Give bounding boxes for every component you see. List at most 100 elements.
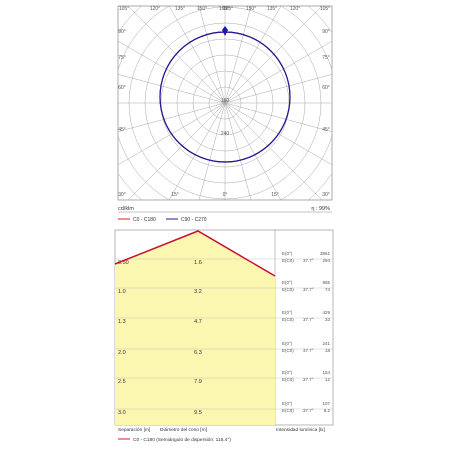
angle-label-top: 120°: [290, 6, 300, 12]
angle-label-top: 120°: [150, 6, 160, 12]
e0-label: E(0°): [282, 341, 293, 346]
ec-label: E(C0): [282, 408, 294, 413]
grid-spoke: [198, 102, 226, 200]
e0-value: 107: [322, 401, 330, 406]
angle-label-top: 105°: [320, 6, 330, 12]
separation-value: 3.0: [118, 410, 126, 416]
grid-spoke: [168, 102, 226, 200]
ec-angle: 37.7°: [303, 348, 314, 353]
angle-label-top: 150°: [246, 6, 256, 12]
ec-angle: 37.7°: [303, 258, 314, 263]
footer-separation: Separación [m]: [118, 427, 150, 433]
cone-legend-label: C0 - C180 (Semiángulo de dispersión: 115…: [133, 437, 231, 443]
grid-spoke: [224, 102, 323, 200]
grid-spoke: [224, 102, 282, 200]
e0-value: 241: [322, 341, 330, 346]
grid-spoke: [224, 6, 282, 104]
polar-legend: cd/klm η : 99% C0 - C180 C90 - C270: [118, 206, 332, 223]
cone-diagram: 0.50 1.6 E(0°) E(C0) 37.7° 3861 294 1.0 3.2 E(0°)…: [114, 229, 334, 443]
angle-label-left: 45°: [118, 127, 126, 133]
angle-label-top: 135°: [175, 6, 185, 12]
diameter-value: 3.2: [194, 289, 202, 295]
angle-label-top: 135°: [267, 6, 277, 12]
diameter-value: 9.5: [194, 410, 202, 416]
footer-diameter: Diámetro del cono [m]: [160, 427, 207, 433]
ec-angle: 37.7°: [303, 377, 314, 382]
ec-label: E(C0): [282, 287, 294, 292]
separation-value: 2.0: [118, 350, 126, 356]
unit-label: cd/klm: [118, 206, 134, 212]
e0-label: E(0°): [282, 280, 293, 285]
grid-spoke: [168, 6, 226, 104]
e0-label: E(0°): [282, 370, 293, 375]
separation-value: 1.0: [118, 289, 126, 295]
polar-diagram: 105° 120° 135° 150° 165°165° 150° 135° 120° 105°…: [117, 5, 333, 201]
ec-value: 294: [322, 258, 330, 263]
grid-spoke: [118, 102, 226, 132]
angle-label-left: 60°: [118, 85, 126, 91]
e0-label: E(0°): [282, 310, 293, 315]
angle-label-top: 105°: [119, 6, 129, 12]
angle-label-bottom: 15°: [271, 192, 279, 198]
ec-label: E(C0): [282, 377, 294, 382]
grid-spoke: [224, 102, 252, 200]
angle-label-right: 45°: [322, 127, 330, 133]
angle-label-right: 60°: [322, 85, 330, 91]
angle-label-bottom: 0°: [223, 192, 228, 198]
separation-value: 1.3: [118, 319, 126, 325]
diameter-value: 7.9: [194, 379, 202, 385]
grid-spoke: [224, 40, 332, 104]
angle-label-right: 90°: [322, 29, 330, 35]
grid-spoke: [198, 6, 226, 104]
legend-label-c90: C90 - C270: [181, 217, 207, 223]
grid-spoke: [224, 102, 332, 166]
e0-label: E(0°): [282, 251, 293, 256]
ec-value: 12: [325, 377, 331, 382]
e0-label: E(0°): [282, 401, 293, 406]
grid-spoke: [224, 6, 323, 104]
polar-grid: [118, 6, 332, 200]
angle-label-top: 165°: [219, 6, 229, 12]
ec-label: E(C0): [282, 258, 294, 263]
ec-angle: 37.7°: [303, 408, 314, 413]
angle-label-left: 75°: [118, 55, 126, 61]
cone-fill: [115, 231, 275, 425]
curve-peak-marker: [222, 26, 228, 36]
efficiency-label: η : 99%: [311, 206, 330, 212]
angle-label-left: 30°: [118, 192, 126, 198]
angle-label-bottom: 15°: [171, 192, 179, 198]
diameter-value: 1.6: [194, 260, 202, 266]
ec-value: 18: [325, 348, 331, 353]
radial-label: 240: [221, 131, 230, 137]
e0-value: 429: [322, 310, 330, 315]
angle-label-top: 165°: [223, 6, 233, 12]
grid-spoke: [118, 74, 226, 104]
ec-label: E(C0): [282, 317, 294, 322]
diameter-value: 6.3: [194, 350, 202, 356]
separation-value: 0.50: [118, 260, 129, 266]
footer-intensity: Intensidad lumínica [lx]: [276, 427, 325, 433]
ec-angle: 37.7°: [303, 287, 314, 292]
grid-spoke: [118, 102, 226, 166]
angle-label-top: 150°: [197, 6, 207, 12]
separation-value: 2.5: [118, 379, 126, 385]
legend-label-c0: C0 - C180: [133, 217, 156, 223]
ec-value: 74: [325, 287, 331, 292]
cone-outline: [114, 230, 276, 277]
e0-value: 3861: [320, 251, 331, 256]
diameter-value: 4.7: [194, 319, 202, 325]
grid-spoke: [224, 6, 252, 104]
grid-spoke: [127, 102, 226, 200]
e0-value: 965: [322, 280, 330, 285]
grid-spoke: [224, 74, 332, 104]
angle-label-left: 90°: [118, 29, 126, 35]
ec-angle: 37.7°: [303, 317, 314, 322]
ec-value: 8.2: [324, 408, 331, 413]
ec-label: E(C0): [282, 348, 294, 353]
angle-label-right: 75°: [322, 55, 330, 61]
grid-spoke: [127, 6, 226, 104]
radial-label: 160: [221, 98, 230, 104]
e0-value: 154: [322, 370, 330, 375]
angle-label-right: 30°: [322, 192, 330, 198]
